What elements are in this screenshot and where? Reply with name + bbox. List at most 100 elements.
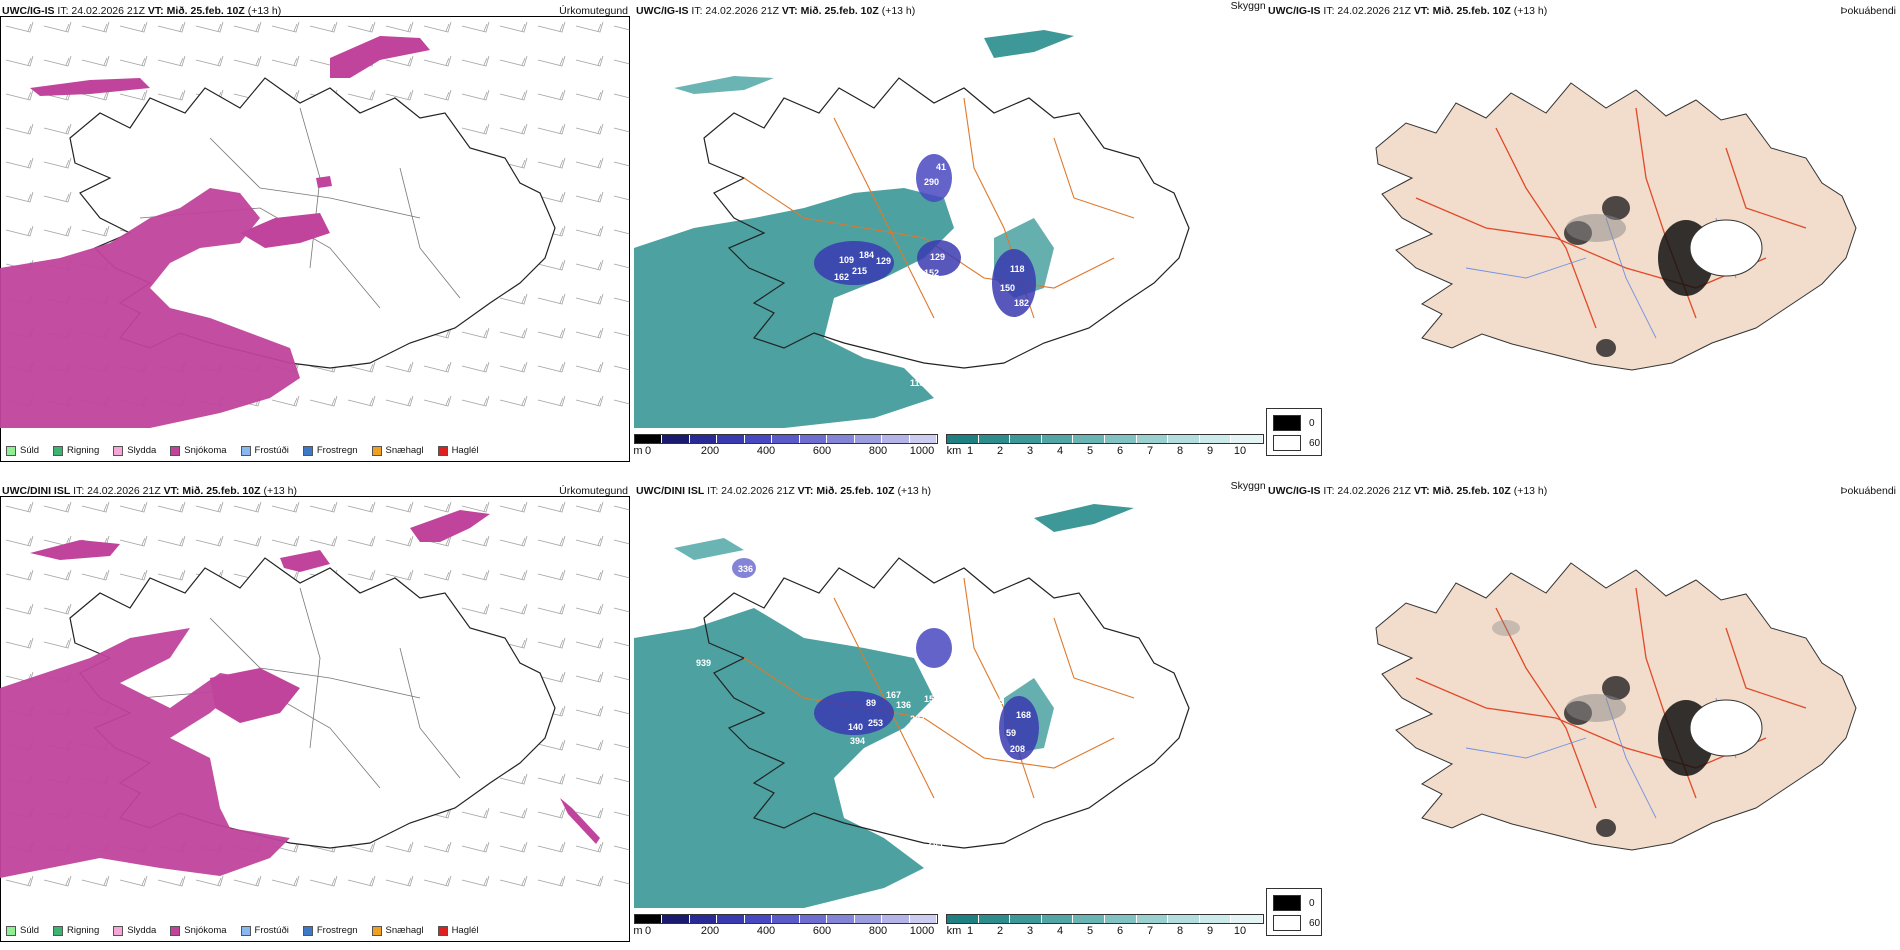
cloud-label: 109 (839, 255, 854, 265)
fog-legend-item: 60 (1273, 435, 1320, 451)
visibility-bar-segment (978, 915, 1011, 923)
cloud-label: 136 (896, 700, 911, 710)
lead-time: (+13 h) (263, 485, 298, 497)
valid-label: VT: (797, 485, 814, 497)
fog-cell (1602, 196, 1630, 220)
cloud-base-bar-segment (882, 435, 910, 443)
fog-panel: 0 60 UWC/IG-IS IT: 24.02.2026 21Z VT: Mi… (1266, 0, 1900, 470)
visibility-bar-segment (947, 435, 979, 443)
init-time: IT: 24.02.2026 21Z (57, 5, 145, 17)
visibility-bar-segment (1073, 915, 1105, 923)
visibility-bar-segment (1168, 435, 1200, 443)
legend-item: Rigning (53, 445, 99, 456)
panel-title: Skyggni (1230, 0, 1266, 12)
fog-cell (1566, 214, 1626, 242)
lead-time: (+13 h) (1513, 485, 1548, 497)
row-bottom: UWC/DINI ISL IT: 24.02.2026 21Z VT: Mið.… (0, 480, 1900, 950)
cloud-label: 290 (924, 177, 939, 187)
cloud-label: 183 (906, 842, 921, 852)
precip-map (0, 498, 630, 908)
cloud-base-bar-segment (689, 915, 718, 923)
visibility-map: 336 939 89 167 136 150 207 140 253 394 1… (634, 504, 1190, 908)
legend-item: Haglél (437, 445, 479, 456)
cloud-label: 167 (886, 690, 901, 700)
fog-cell (1566, 694, 1626, 722)
model-name: UWC/IG-IS (636, 5, 689, 17)
cloud-base-bar-segment (717, 915, 745, 923)
cloud-label: 67 (960, 642, 970, 652)
legend-item: Snjókoma (170, 445, 227, 456)
snow-area-north-2 (330, 36, 430, 78)
init-time: IT: 24.02.2026 21Z (691, 5, 779, 17)
valid-time: Mið. 25.feb. 10Z (1432, 5, 1511, 17)
precip-panel: UWC/DINI ISL IT: 24.02.2026 21Z VT: Mið.… (0, 480, 632, 950)
cloud-base-bar-segment (827, 915, 855, 923)
fog-legend-item: 0 (1273, 415, 1315, 431)
header: UWC/IG-IS IT: 24.02.2026 21Z VT: Mið. 25… (636, 5, 915, 17)
low-visibility-area (634, 188, 954, 428)
lead-time: (+13 h) (247, 5, 282, 17)
visibility-bar-segment (1104, 915, 1137, 923)
iceland-outline (703, 77, 1190, 369)
model-name: UWC/DINI ISL (2, 485, 71, 497)
fog-cell (1492, 620, 1520, 636)
snow-area-center (210, 668, 300, 723)
cloud-base-colorbar: m 0 200 400 600 800 1000 (634, 434, 938, 460)
cloud-base-bar-segment (799, 435, 828, 443)
cloud-base-bar-segment (717, 435, 745, 443)
cloud-base-bar-segment (744, 915, 773, 923)
model-name: UWC/DINI ISL (636, 485, 705, 497)
cloud-label: 89 (866, 698, 876, 708)
fog-legend-item: 60 (1273, 915, 1320, 931)
visibility-bar (946, 914, 1264, 924)
init-time: IT: 24.02.2026 21Z (1323, 5, 1411, 17)
cloud-base-bar-segment (635, 435, 663, 443)
panel-title: Þokuábendi (1840, 5, 1896, 17)
cloud-base-ticks: m 0 200 400 600 800 1000 (634, 925, 935, 937)
visibility-colorbar: km 1 2 3 4 5 6 7 8 9 10 (946, 434, 1264, 460)
cloud-label: 168 (1016, 710, 1031, 720)
cloud-label: 152 (924, 268, 939, 278)
snow-area-north-2 (410, 510, 490, 542)
cloud-base-bar-segment (909, 435, 937, 443)
valid-label: VT: (147, 5, 164, 17)
snow-area-center (240, 213, 330, 248)
cloud-label: 150 (924, 694, 939, 704)
fog-cell (1596, 819, 1616, 837)
cloud-label: 162 (834, 272, 849, 282)
cloud-base-labels: 336 939 89 167 136 150 207 140 253 394 1… (696, 564, 1031, 852)
cloud-base-bar-segment (772, 915, 800, 923)
fog-cell (1596, 339, 1616, 357)
header: UWC/DINI ISL IT: 24.02.2026 21Z VT: Mið.… (636, 485, 931, 497)
roads (743, 97, 1135, 319)
visibility-bar-segment (1041, 915, 1074, 923)
bar-unit: km (946, 925, 962, 937)
cloud-label: 184 (859, 250, 874, 260)
visibility-bar-segment (1231, 435, 1263, 443)
visibility-colorbar: km 1 2 3 4 5 6 7 8 9 10 (946, 914, 1264, 940)
snow-area-patch (316, 176, 332, 188)
valid-time: Mið. 25.feb. 10Z (1432, 485, 1511, 497)
cloud-base-bar-segment (662, 915, 690, 923)
precip-panel: UWC/IG-IS IT: 24.02.2026 21Z VT: Mið. 25… (0, 0, 632, 470)
fog-legend-item: 0 (1273, 895, 1315, 911)
cloud-base-bar-segment (827, 435, 855, 443)
lead-time: (+13 h) (1513, 5, 1548, 17)
snow-area-north-1 (30, 78, 150, 96)
legend-item: Frostúði (240, 925, 289, 936)
cloud-base-bar-segment (854, 915, 883, 923)
visibility-bar-segment (1136, 435, 1169, 443)
cloud-base-cells (732, 558, 1039, 760)
cloud-label: 55 (994, 696, 1004, 706)
fog-cell (1602, 676, 1630, 700)
cloud-label: 59 (1006, 728, 1016, 738)
cloud-label: 118 (1010, 264, 1025, 274)
low-visibility-area (634, 608, 934, 908)
visibility-bar-segment (1010, 435, 1042, 443)
visibility-ticks: km 1 2 3 4 5 6 7 8 9 10 (946, 445, 1247, 457)
cloud-base-bar-segment (662, 435, 690, 443)
cloud-base-colorbar: m 0 200 400 600 800 1000 (634, 914, 938, 940)
valid-label: VT: (1413, 5, 1430, 17)
panel-title: Úrkomutegund (559, 485, 628, 497)
cloud-label: 336 (738, 564, 753, 574)
